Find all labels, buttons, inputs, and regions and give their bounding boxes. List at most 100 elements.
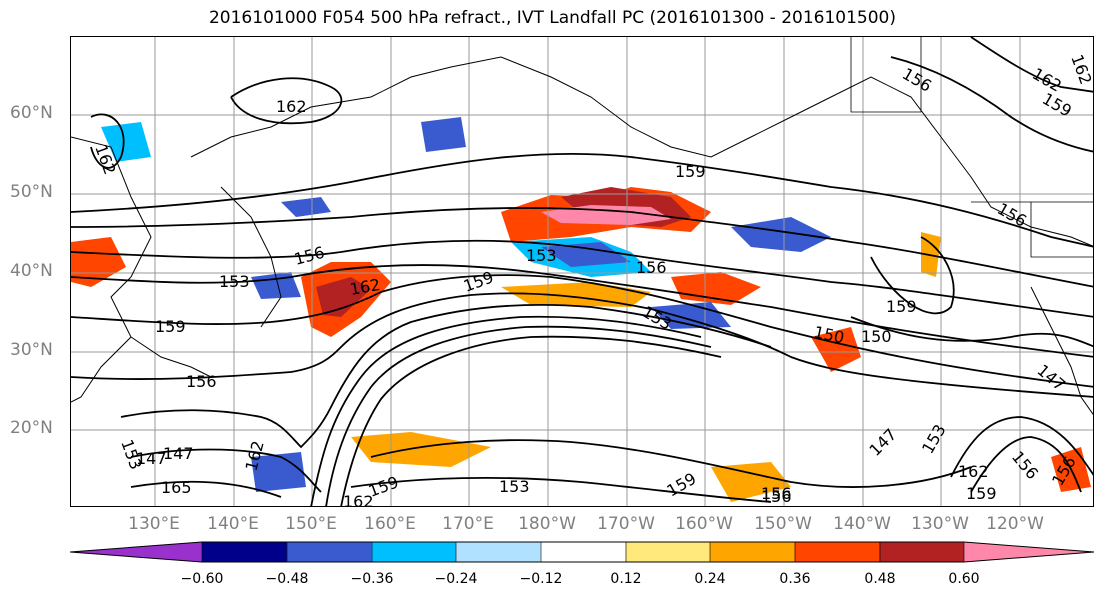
lon-label: 150°E <box>285 514 337 534</box>
asia-coastline <box>71 136 152 403</box>
lon-label: 140°W <box>833 514 891 534</box>
lon-label: 160°E <box>364 514 416 534</box>
contour-label: 147 <box>1033 361 1069 395</box>
contour-label: 156 <box>994 199 1030 231</box>
lon-label: 180°W <box>518 514 576 534</box>
colorbar-segment <box>202 542 288 562</box>
colorbar-segment <box>879 542 965 562</box>
contour-label: 159 <box>461 267 496 295</box>
border-line <box>850 37 922 113</box>
contour-line <box>950 416 1093 478</box>
contour-line <box>970 37 1093 93</box>
contour-label: 156 <box>761 484 792 503</box>
contour-label: 162 <box>343 492 374 507</box>
contour-label: 162 <box>1067 52 1094 87</box>
lon-label: 150°W <box>754 514 812 534</box>
map-area: 162 162 156 159 156 153 153 156 162 159 … <box>70 36 1094 507</box>
colorbar-outline <box>70 541 1094 563</box>
contour-line <box>130 480 282 498</box>
positive-anomaly-patch <box>711 462 791 502</box>
contour-line <box>350 476 772 503</box>
colorbar-tick-label: 0.48 <box>864 571 896 587</box>
negative-anomaly-patch <box>731 217 831 252</box>
lat-label: 20°N <box>10 418 53 438</box>
contour-line <box>370 439 972 488</box>
contour-line <box>325 325 712 506</box>
contour-line <box>310 315 702 506</box>
chart-title: 2016101000 F054 500 hPa refract., IVT La… <box>208 8 896 28</box>
gridlines <box>71 37 1093 506</box>
lat-label: 50°N <box>10 182 53 202</box>
colorbar-segment <box>70 542 202 562</box>
colorbar-tick-label: 0.60 <box>948 571 980 587</box>
contour-label: 159 <box>886 297 917 316</box>
colorbar-segment <box>371 542 457 562</box>
lon-label: 170°W <box>597 514 655 534</box>
colorbar-tick-label: −0.24 <box>434 571 478 587</box>
lon-label: 170°E <box>442 514 494 534</box>
contour-label: 159 <box>966 484 997 503</box>
contour-line <box>71 152 1093 248</box>
lon-label: 130°W <box>911 514 969 534</box>
contour-line <box>230 77 343 125</box>
contour-label: 153 <box>918 421 950 457</box>
contour-label: 159 <box>1039 89 1075 121</box>
contour-label: 156 <box>1008 447 1042 483</box>
north-coastline <box>190 56 1093 247</box>
colorbar-segment <box>794 542 880 562</box>
negative-anomaly-patch <box>251 452 306 492</box>
colorbar-tick-label: −0.12 <box>519 571 563 587</box>
positive-anomaly-patch <box>351 432 491 467</box>
positive-anomaly-patch <box>541 205 671 225</box>
positive-anomaly-patch <box>671 272 761 305</box>
colorbar-tick-label: 0.36 <box>779 571 811 587</box>
contour-line <box>340 335 722 506</box>
lon-label: 140°E <box>207 514 259 534</box>
contour-label: 162 <box>958 462 989 481</box>
positive-anomaly-patch <box>501 282 651 307</box>
coastlines <box>71 37 1093 416</box>
colorbar-segment <box>456 542 542 562</box>
colorbar-segment <box>540 542 626 562</box>
contour-label: 162 <box>276 97 307 116</box>
colorbar <box>70 541 1094 563</box>
colorbar-tick-label: −0.60 <box>180 571 224 587</box>
contour-label: 156 <box>292 243 326 269</box>
negative-anomaly-patch <box>651 302 731 329</box>
colorbar-tick-label: 0.12 <box>610 571 642 587</box>
colorbar-tick-label: −0.36 <box>350 571 394 587</box>
contour-line <box>130 448 322 493</box>
contour-label: 159 <box>664 469 700 501</box>
japan-coastline <box>130 336 212 378</box>
contour-label: 156 <box>186 372 217 391</box>
contour-line <box>90 113 125 169</box>
lat-label: 40°N <box>10 261 53 281</box>
lon-label: 120°W <box>986 514 1044 534</box>
colorbar-tick-label: −0.48 <box>265 571 309 587</box>
contour-label: 153 <box>499 477 530 496</box>
negative-anomaly-patch <box>281 197 331 217</box>
lon-label: 160°W <box>675 514 733 534</box>
negative-anomaly-patch <box>541 242 631 267</box>
contour-line <box>870 236 955 315</box>
contour-line <box>850 316 1093 348</box>
lat-label: 30°N <box>10 340 53 360</box>
contour-label: 147 <box>163 444 194 463</box>
contour-label: 156 <box>636 258 667 277</box>
negative-anomaly-patch <box>421 117 466 152</box>
colorbar-segment <box>286 542 372 562</box>
contour-label: 153 <box>219 272 250 291</box>
colorbar-segments <box>70 542 1094 562</box>
contour-line <box>970 436 1082 493</box>
contour-label: 147 <box>136 449 167 468</box>
contour-label: 153 <box>526 246 557 265</box>
colorbar-tick-label: 0.24 <box>694 571 726 587</box>
contour-label: 159 <box>366 472 401 500</box>
positive-anomaly-patch <box>811 327 861 372</box>
contour-line <box>71 206 1093 288</box>
lat-label: 60°N <box>10 103 53 123</box>
colorbar-segment <box>625 542 711 562</box>
contour-label: 165 <box>161 478 192 497</box>
map-svg: 162 162 156 159 156 153 153 156 162 159 … <box>71 37 1094 507</box>
positive-anomaly-patch <box>921 232 941 277</box>
